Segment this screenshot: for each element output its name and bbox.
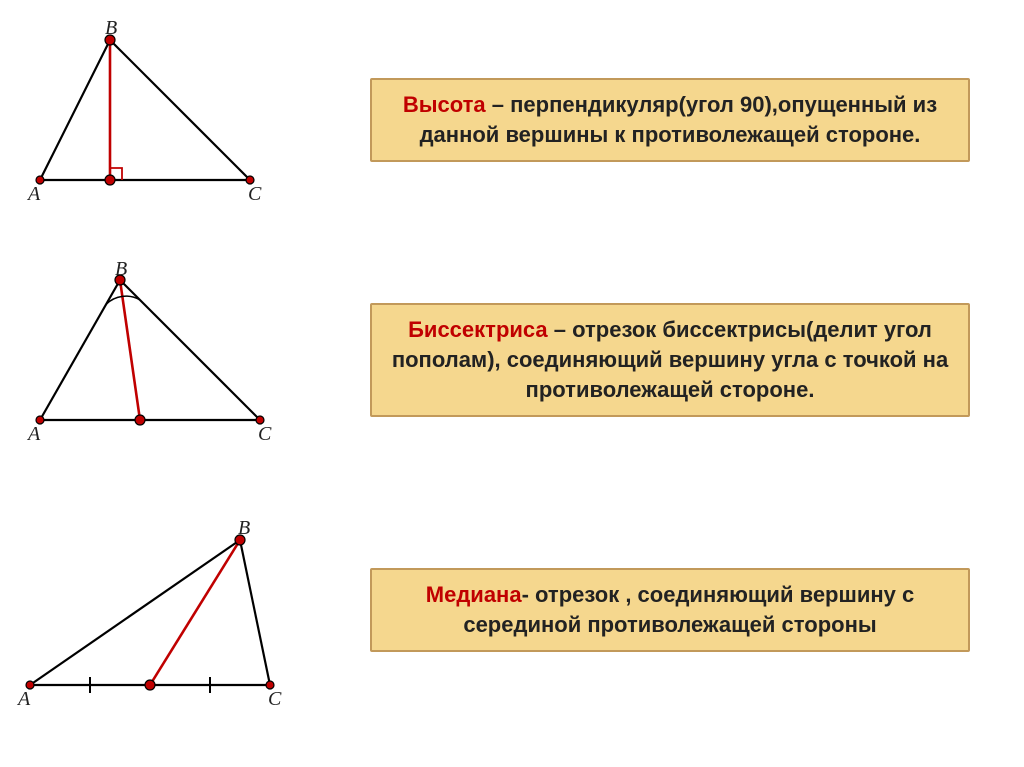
svg-text:C: C: [268, 688, 282, 710]
definition-row: A B C Высота – перпендикуляр(угол 90),опуще…: [0, 20, 1024, 220]
term: Биссектриса: [408, 317, 548, 342]
svg-text:A: A: [16, 688, 31, 710]
triangle-diagram: A B C: [0, 260, 300, 460]
definition-box: Медиана- отрезок , соединяющий вершину с…: [370, 568, 970, 651]
definition-text: отрезок , соединяющий вершину с середино…: [463, 582, 914, 637]
svg-text:C: C: [248, 183, 262, 205]
svg-text:C: C: [258, 423, 272, 445]
triangle-diagram: A B C: [0, 20, 300, 220]
definition-row: A B C Медиана- отрезок , соединяющий вершин…: [0, 510, 1024, 710]
term: Высота: [403, 92, 486, 117]
term: Медиана: [426, 582, 522, 607]
svg-text:A: A: [26, 183, 41, 205]
definition-row: A B C Биссектриса – отрезок биссектрисы(дел…: [0, 260, 1024, 460]
definition-text: перпендикуляр(угол 90),опущенный из данн…: [420, 92, 938, 147]
definition-box: Высота – перпендикуляр(угол 90),опущенны…: [370, 78, 970, 161]
svg-text:B: B: [238, 517, 250, 539]
triangle-diagram: A B C: [0, 510, 300, 710]
svg-text:B: B: [105, 20, 117, 39]
svg-text:A: A: [26, 423, 41, 445]
definition-box: Биссектриса – отрезок биссектрисы(делит …: [370, 303, 970, 416]
svg-text:B: B: [115, 260, 127, 280]
